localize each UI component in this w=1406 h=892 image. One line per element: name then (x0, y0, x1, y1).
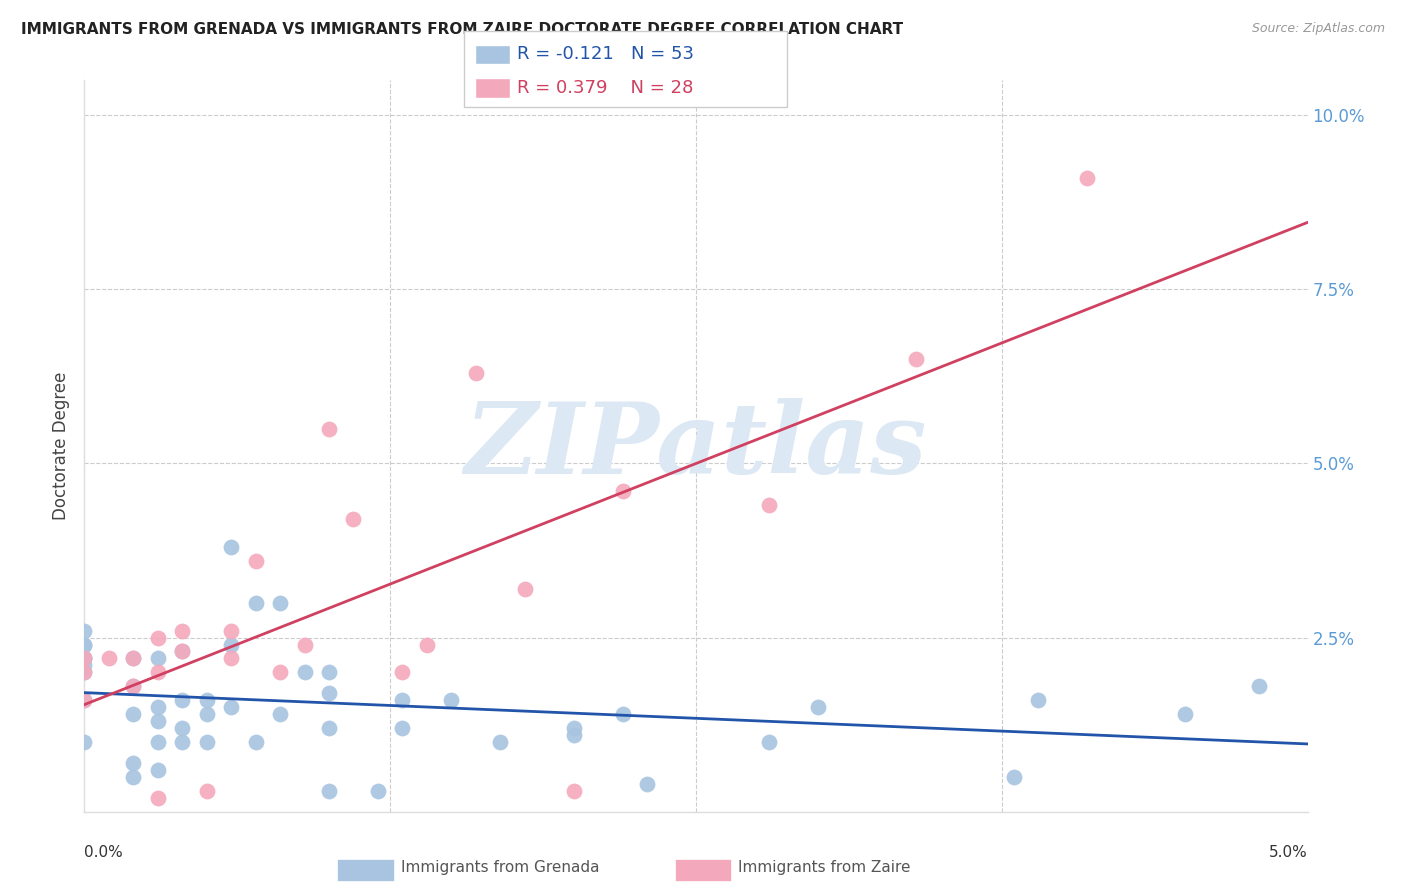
Point (269, 665, 291, 680)
Point (219, 651, 242, 665)
Point (73, 651, 96, 665)
Point (195, 784, 218, 798)
Point (195, 707, 218, 722)
Point (73, 665, 96, 680)
Text: Immigrants from Grenada: Immigrants from Grenada (401, 861, 599, 875)
Point (416, 638, 439, 652)
Point (122, 770, 145, 784)
Point (245, 596, 267, 610)
Point (391, 721, 413, 735)
Point (219, 540, 242, 554)
Point (294, 638, 316, 652)
Point (172, 721, 194, 735)
Point (562, 728, 585, 742)
Point (146, 631, 169, 645)
Text: IMMIGRANTS FROM GRENADA VS IMMIGRANTS FROM ZAIRE DOCTORATE DEGREE CORRELATION CH: IMMIGRANTS FROM GRENADA VS IMMIGRANTS FR… (21, 22, 903, 37)
Point (440, 693, 463, 707)
Point (269, 596, 291, 610)
Point (73, 651, 96, 665)
Text: 5.0%: 5.0% (1268, 845, 1308, 860)
Point (245, 554, 267, 568)
Point (195, 693, 218, 707)
Point (122, 651, 145, 665)
Point (464, 366, 486, 380)
Point (269, 707, 291, 722)
Text: Source: ZipAtlas.com: Source: ZipAtlas.com (1251, 22, 1385, 36)
Point (758, 735, 780, 749)
Point (73, 638, 96, 652)
Point (612, 707, 634, 722)
Point (342, 512, 364, 526)
Point (146, 651, 169, 665)
Point (73, 658, 96, 673)
Point (122, 679, 145, 693)
Point (612, 484, 634, 499)
Point (1174, 707, 1197, 722)
Text: 0.0%: 0.0% (84, 845, 124, 860)
Point (391, 665, 413, 680)
Point (391, 693, 413, 707)
Point (172, 644, 194, 658)
Point (318, 421, 340, 435)
Point (146, 763, 169, 777)
Point (318, 686, 340, 700)
Point (122, 707, 145, 722)
Point (73, 693, 96, 707)
Point (73, 638, 96, 652)
Point (73, 651, 96, 665)
Point (367, 784, 389, 798)
Point (1002, 770, 1025, 784)
Point (172, 693, 194, 707)
Point (146, 735, 169, 749)
Point (73, 735, 96, 749)
Text: Immigrants from Zaire: Immigrants from Zaire (738, 861, 911, 875)
Point (1076, 170, 1098, 185)
Point (146, 700, 169, 714)
Point (122, 651, 145, 665)
Point (122, 756, 145, 770)
Text: R = 0.379    N = 28: R = 0.379 N = 28 (517, 79, 693, 97)
Point (172, 624, 194, 638)
Point (245, 735, 267, 749)
Point (146, 714, 169, 728)
Point (73, 624, 96, 638)
Point (489, 735, 512, 749)
Point (219, 638, 242, 652)
Point (636, 777, 658, 791)
Point (195, 735, 218, 749)
Point (172, 735, 194, 749)
Point (1247, 679, 1270, 693)
Point (146, 665, 169, 680)
Point (73, 665, 96, 680)
Point (97, 651, 120, 665)
Point (318, 784, 340, 798)
Point (562, 721, 585, 735)
Text: R = -0.121   N = 53: R = -0.121 N = 53 (517, 45, 695, 63)
Point (562, 784, 585, 798)
Point (905, 351, 928, 366)
Point (122, 679, 145, 693)
Text: ZIPatlas: ZIPatlas (465, 398, 927, 494)
Point (294, 665, 316, 680)
Point (1028, 693, 1050, 707)
Point (146, 790, 169, 805)
Point (172, 644, 194, 658)
Point (219, 700, 242, 714)
Point (219, 624, 242, 638)
Y-axis label: Doctorate Degree: Doctorate Degree (52, 372, 70, 520)
Point (807, 700, 830, 714)
Point (318, 665, 340, 680)
Point (513, 582, 536, 596)
Point (758, 498, 780, 512)
Point (318, 721, 340, 735)
Point (73, 693, 96, 707)
